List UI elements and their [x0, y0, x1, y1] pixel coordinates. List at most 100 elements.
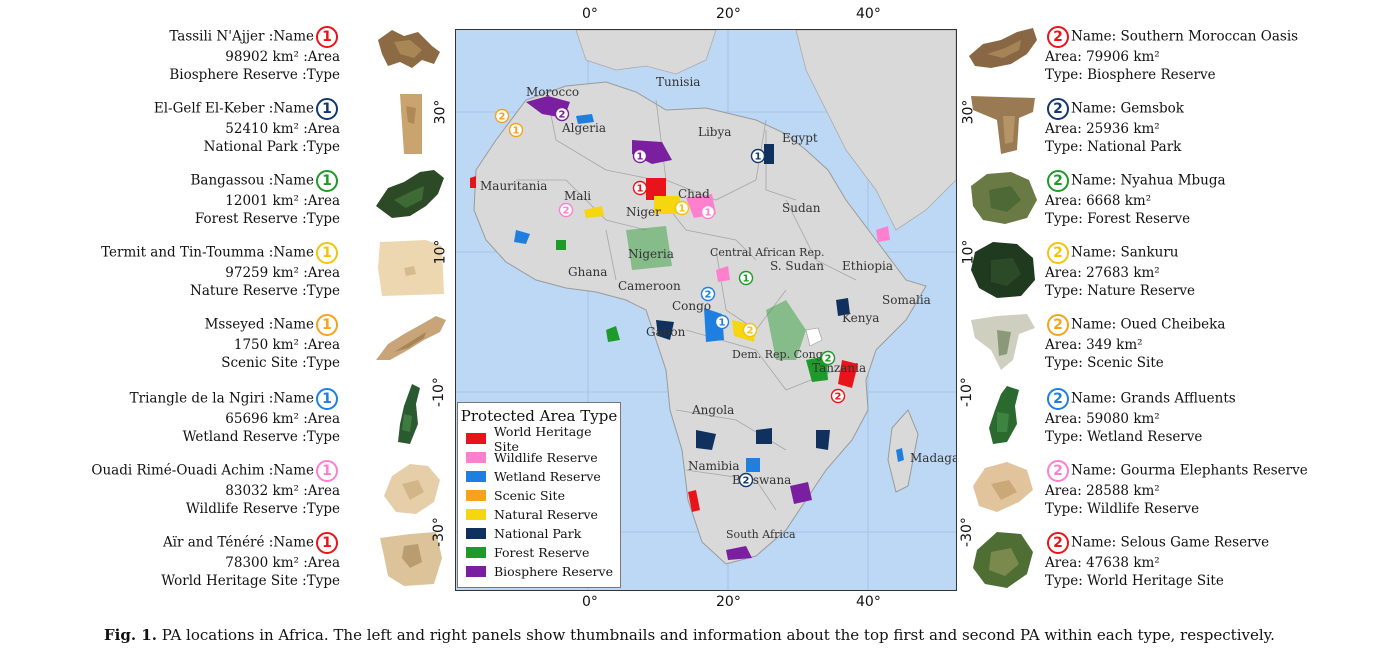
rank-badge: 1	[316, 388, 338, 410]
country-label: Ethiopia	[842, 259, 893, 273]
tick-top-40: 40°	[856, 6, 881, 22]
marker-label: 2	[705, 290, 712, 301]
rank-badge: 2	[1047, 242, 1069, 264]
pa-name: El-Gelf El-Keber :Name	[153, 100, 314, 117]
satellite-thumbnail	[971, 96, 1035, 154]
country-label: Madagascar	[910, 451, 956, 465]
left-entry-2: El-Gelf El-Keber :Name 1 52410 km² :Area …	[0, 92, 450, 158]
pa-type: National Park :Type	[203, 139, 340, 155]
pa-name: Name: Selous Game Reserve	[1071, 534, 1270, 551]
entry-text: Msseyed :Name 1 1750 km² :Area Scenic Sit…	[205, 314, 340, 372]
country-label: Niger	[626, 205, 661, 219]
country-label: Sudan	[782, 201, 821, 215]
satellite-thumbnail	[969, 28, 1037, 68]
legend-swatch	[466, 452, 486, 463]
entry-text: 2 Name: Gourma Elephants Reserve Area: 28…	[1045, 460, 1308, 518]
right-entry-1: 2 Name: Southern Moroccan Oasis Area: 799…	[965, 20, 1396, 86]
rank-badge: 1	[316, 314, 338, 336]
caption-label: Fig. 1.	[104, 626, 157, 644]
left-entry-7: Ouadi Rimé-Ouadi Achim :Name 1 83032 km² …	[0, 454, 450, 520]
marker-label: 2	[563, 206, 570, 217]
right-entry-5: 2 Name: Oued Cheibeka Area: 349 km² Type:…	[965, 308, 1396, 374]
pa-name: Name: Grands Affluents	[1071, 390, 1236, 407]
right-entry-6: 2 Name: Grands Affluents Area: 59080 km² …	[965, 382, 1396, 448]
pa-type: Scenic Site :Type	[221, 355, 340, 371]
rank-badge: 2	[1047, 26, 1069, 48]
satellite-thumbnail	[971, 314, 1035, 370]
right-entry-3: 2 Name: Nyahua Mbuga Area: 6668 km² Type:…	[965, 164, 1396, 230]
satellite-thumbnail	[989, 386, 1019, 444]
marker-label: 2	[825, 354, 832, 365]
legend-swatch	[466, 490, 486, 501]
pa-area: Area: 47638 km²	[1045, 555, 1160, 571]
pa-type: World Heritage Site :Type	[161, 573, 340, 589]
legend-item-world-heritage: World Heritage Site	[458, 424, 620, 454]
satellite-thumbnail	[400, 94, 422, 154]
marker-label: 1	[743, 274, 750, 285]
rank-markers: 1 2 1 2 1 2 1 2 1 2 1 2 1 2 1 2	[494, 106, 846, 488]
country-label: Somalia	[882, 293, 931, 307]
country-label: Ghana	[568, 265, 607, 279]
pa-type: Type: Wetland Reserve	[1045, 429, 1203, 445]
figure-caption: Fig. 1. PA locations in Africa. The left…	[104, 626, 1394, 644]
country-label: Chad	[678, 187, 710, 201]
left-entry-6: Triangle de la Ngiri :Name 1 65696 km² :A…	[0, 382, 450, 448]
rank-badge: 2	[1047, 170, 1069, 192]
pa-area: Area: 79906 km²	[1045, 49, 1160, 65]
pa-type: Type: National Park	[1045, 139, 1182, 155]
rank-badge: 2	[1047, 388, 1069, 410]
country-label: Libya	[698, 125, 731, 139]
tick-bottom-0: 0°	[582, 594, 598, 610]
pa-name: Name: Oued Cheibeka	[1071, 316, 1226, 333]
country-label: Dem. Rep. Congo	[732, 348, 830, 361]
pa-type: Wetland Reserve :Type	[182, 429, 340, 445]
satellite-thumbnail	[378, 30, 440, 68]
country-label: Namibia	[688, 459, 740, 473]
country-label: Mali	[564, 189, 591, 203]
pa-area: 83032 km² :Area	[225, 483, 340, 499]
tick-left-30: 30°	[432, 99, 449, 125]
legend-swatch	[466, 471, 486, 482]
pa-type: Nature Reserve :Type	[190, 283, 340, 299]
legend-label: Scenic Site	[494, 488, 565, 503]
country-label: Kenya	[842, 311, 879, 325]
rank-badge: 1	[316, 242, 338, 264]
legend-swatch	[466, 509, 486, 520]
left-entry-3: Bangassou :Name 1 12001 km² :Area Forest …	[0, 164, 450, 230]
legend-item-wildlife: Wildlife Reserve	[458, 448, 620, 467]
pa-name: Name: Southern Moroccan Oasis	[1071, 28, 1299, 45]
satellite-thumbnail	[971, 172, 1037, 224]
pa-name: Name: Gemsbok	[1071, 100, 1184, 117]
left-entry-5: Msseyed :Name 1 1750 km² :Area Scenic Sit…	[0, 308, 450, 374]
pa-type: Type: Scenic Site	[1045, 355, 1164, 371]
rank-badge: 2	[1047, 98, 1069, 120]
pa-name: Ouadi Rimé-Ouadi Achim :Name	[91, 462, 314, 479]
entry-text: Ouadi Rimé-Ouadi Achim :Name 1 83032 km² …	[91, 460, 340, 518]
pa-type: Type: Biosphere Reserve	[1045, 67, 1216, 83]
pa-name: Msseyed :Name	[204, 316, 314, 333]
pa-name: Aïr and Ténéré :Name	[162, 534, 314, 551]
pa-area: 52410 km² :Area	[225, 121, 340, 137]
left-entry-8: Aïr and Ténéré :Name 1 78300 km² :Area Wo…	[0, 526, 450, 592]
pa-type: Type: Wildlife Reserve	[1045, 501, 1200, 517]
pa-name: Bangassou :Name	[190, 172, 314, 189]
satellite-thumbnail	[973, 532, 1033, 588]
left-entry-4: Termit and Tin-Toumma :Name 1 97259 km² :…	[0, 236, 450, 302]
pa-area: 98902 km² :Area	[225, 49, 340, 65]
satellite-thumbnail	[376, 170, 444, 218]
marker-label: 1	[637, 184, 644, 195]
entry-text: 2 Name: Gemsbok Area: 25936 km² Type: Nat…	[1045, 98, 1184, 156]
entry-text: Bangassou :Name 1 12001 km² :Area Forest …	[190, 170, 340, 228]
entry-text: 2 Name: Nyahua Mbuga Area: 6668 km² Type:…	[1045, 170, 1226, 228]
right-entry-4: 2 Name: Sankuru Area: 27683 km² Type: Nat…	[965, 236, 1396, 302]
legend-item-wetland: Wetland Reserve	[458, 467, 620, 486]
rank-badge: 2	[1047, 532, 1069, 554]
rank-badge: 2	[1047, 314, 1069, 336]
marker-label: 2	[835, 392, 842, 403]
pa-area: Area: 59080 km²	[1045, 411, 1160, 427]
marker-label: 2	[559, 110, 566, 121]
legend-label: Natural Reserve	[494, 507, 598, 522]
caption-text: PA locations in Africa. The left and rig…	[161, 626, 1275, 644]
legend-title: Protected Area Type	[460, 407, 618, 425]
country-label: Morocco	[526, 85, 579, 99]
